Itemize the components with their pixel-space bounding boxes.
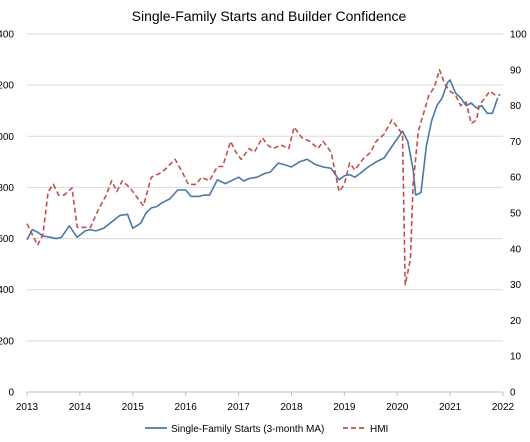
y-left-tick-label: 600 bbox=[0, 234, 14, 245]
x-tick-label: 2014 bbox=[69, 402, 92, 413]
y-left-tick-label: 1,400 bbox=[0, 30, 14, 41]
legend-label: HMI bbox=[370, 424, 388, 435]
chart-title: Single-Family Starts and Builder Confide… bbox=[132, 8, 407, 24]
y-right-tick-label: 30 bbox=[510, 280, 522, 291]
y-right-tick-label: 80 bbox=[510, 101, 522, 112]
x-tick-label: 2016 bbox=[175, 402, 198, 413]
y-left-tick-label: 0 bbox=[8, 388, 14, 399]
y-right-tick-label: 0 bbox=[510, 388, 516, 399]
x-tick-label: 2022 bbox=[492, 402, 515, 413]
legend: Single-Family Starts (3-month MA) HMI bbox=[145, 424, 388, 435]
legend-label: Single-Family Starts (3-month MA) bbox=[171, 424, 324, 435]
y-left-tick-label: 1,000 bbox=[0, 132, 14, 143]
y-right-tick-label: 40 bbox=[510, 244, 522, 255]
y-left-tick-label: 800 bbox=[0, 183, 14, 194]
x-tick-label: 2017 bbox=[227, 402, 250, 413]
x-tick-label: 2019 bbox=[333, 402, 356, 413]
single-family-starts-line bbox=[26, 79, 499, 241]
y-left-tick-label: 400 bbox=[0, 285, 14, 296]
y-right-tick-label: 90 bbox=[510, 65, 522, 76]
y-left-tick-label: 200 bbox=[0, 336, 14, 347]
y-left-tick-label: 1,200 bbox=[0, 81, 14, 92]
y-right-tick-label: 50 bbox=[510, 209, 522, 220]
series-lines bbox=[26, 69, 501, 286]
y-right-tick-label: 20 bbox=[510, 316, 522, 327]
x-tick-label: 2015 bbox=[122, 402, 145, 413]
legend-item-starts: Single-Family Starts (3-month MA) bbox=[145, 424, 324, 435]
y-right-tick-label: 10 bbox=[510, 352, 522, 363]
y-right-tick-label: 100 bbox=[510, 30, 527, 41]
hmi-line bbox=[26, 69, 501, 286]
x-tick-label: 2021 bbox=[439, 402, 462, 413]
x-tick-label: 2013 bbox=[16, 402, 39, 413]
legend-item-hmi: HMI bbox=[343, 424, 388, 435]
gridlines bbox=[27, 33, 503, 342]
x-tick-label: 2018 bbox=[280, 402, 303, 413]
y-right-tick-label: 60 bbox=[510, 173, 522, 184]
x-tick-label: 2020 bbox=[386, 402, 409, 413]
axes: 0 200 400 600 800 1,000 1,200 1,400 0 10 20 30 40 50 6… bbox=[0, 30, 527, 414]
y-right-tick-label: 70 bbox=[510, 137, 522, 148]
